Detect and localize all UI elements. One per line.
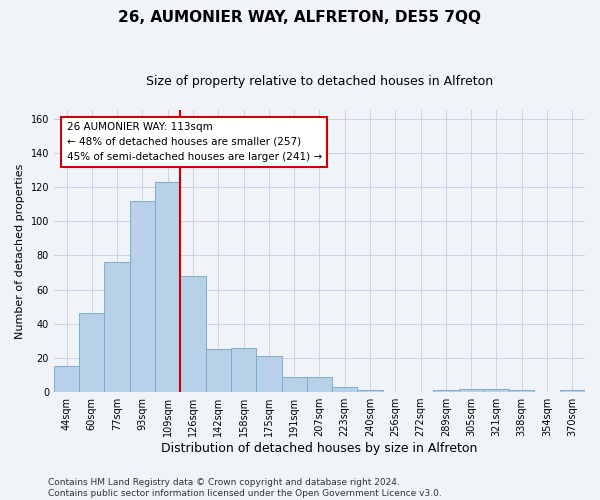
Y-axis label: Number of detached properties: Number of detached properties (15, 164, 25, 338)
Bar (155, 182, 181, 392)
Bar (307, 376, 332, 392)
Text: Contains HM Land Registry data © Crown copyright and database right 2024.
Contai: Contains HM Land Registry data © Crown c… (48, 478, 442, 498)
Bar (281, 376, 307, 392)
Text: 26 AUMONIER WAY: 113sqm
← 48% of detached houses are smaller (257)
45% of semi-d: 26 AUMONIER WAY: 113sqm ← 48% of detache… (67, 122, 322, 162)
Bar (332, 387, 358, 392)
Title: Size of property relative to detached houses in Alfreton: Size of property relative to detached ho… (146, 75, 493, 88)
Bar (54, 366, 79, 392)
Bar (433, 390, 458, 392)
Bar (358, 390, 383, 392)
X-axis label: Distribution of detached houses by size in Alfreton: Distribution of detached houses by size … (161, 442, 478, 455)
Bar (130, 200, 155, 392)
Bar (484, 388, 509, 392)
Bar (231, 348, 256, 392)
Bar (509, 390, 535, 392)
Bar (79, 314, 104, 392)
Text: 26, AUMONIER WAY, ALFRETON, DE55 7QQ: 26, AUMONIER WAY, ALFRETON, DE55 7QQ (119, 10, 482, 25)
Bar (206, 350, 231, 392)
Bar (458, 388, 484, 392)
Bar (104, 262, 130, 392)
Bar (256, 356, 281, 392)
Bar (560, 390, 585, 392)
Bar (181, 276, 206, 392)
